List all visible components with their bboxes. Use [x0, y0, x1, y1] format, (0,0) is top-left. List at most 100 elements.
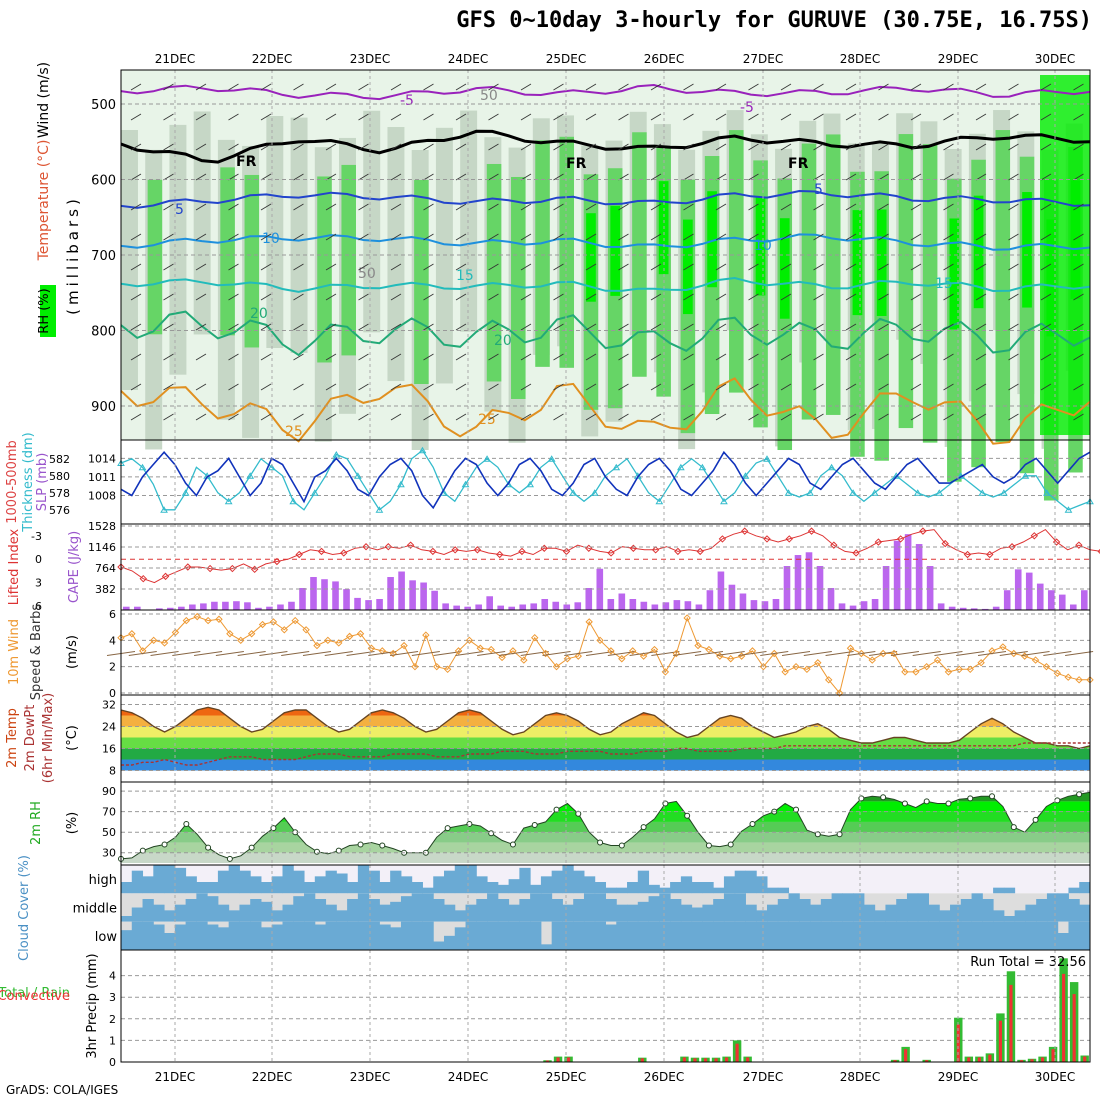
wind-speed-point [237, 636, 245, 645]
wind-barb [358, 413, 369, 421]
cloud-cell [314, 876, 327, 894]
wind-speed-point [672, 649, 680, 658]
cape-bar [783, 566, 791, 610]
wind-barb [260, 83, 272, 91]
wind-barb [825, 651, 854, 656]
side-label-temp: Temperature (°C) [36, 140, 52, 262]
cloud-cell [347, 882, 359, 894]
cloud-cell [142, 899, 154, 922]
thickness-point [655, 497, 664, 505]
wind-barb [553, 383, 564, 391]
wind-barb [716, 651, 745, 656]
cloud-cell [121, 930, 133, 950]
rh-band-dark [610, 205, 621, 296]
cloud-cell [896, 899, 908, 922]
wind-barb [477, 651, 506, 656]
axis-label-li: Lifted Index [7, 528, 22, 605]
cloud-cell [422, 921, 434, 950]
cloud-cell [368, 870, 380, 894]
wind-speed-point [585, 618, 593, 626]
cape-bar [552, 601, 560, 610]
wind-barb [163, 293, 174, 301]
cloud-cell [497, 884, 510, 894]
cloud-cell [239, 870, 251, 894]
wind-barb [325, 113, 337, 121]
wind-barb [650, 323, 662, 331]
cloud-cell [357, 921, 370, 950]
wind-barb [260, 413, 272, 421]
rh-legend-swatch [40, 285, 56, 337]
wind-barb [488, 143, 499, 151]
cloud-cell [842, 893, 854, 922]
cloud-cell [508, 879, 520, 894]
cloud-cell [562, 921, 574, 950]
cape-bar [915, 544, 923, 610]
y-tick-label: 800 [91, 325, 116, 340]
cloud-cell [174, 924, 187, 950]
wind-barb [228, 113, 239, 121]
wind-barb [975, 323, 987, 331]
y-tick-label: 600 [91, 173, 116, 188]
contour-label: FR [566, 156, 587, 172]
thickness-point [310, 489, 319, 496]
thickness-point [483, 455, 491, 462]
slp-line [120, 450, 1091, 510]
cape-bar [926, 566, 934, 610]
wind-barb [455, 353, 467, 361]
cloud-cell [928, 921, 940, 950]
wind-barb [130, 413, 142, 421]
wind-barb [618, 413, 629, 421]
wind-barb [488, 263, 499, 271]
wind-barb [423, 413, 434, 421]
y-tick-label: 70 [102, 806, 116, 819]
cloud-cell [465, 904, 477, 922]
contour-label: FR [236, 154, 257, 170]
cloud-cell [1014, 910, 1026, 922]
wind-speed-point [465, 636, 474, 645]
wind-speed-point [846, 644, 855, 652]
rh-band-light [290, 117, 308, 353]
wind-barb [683, 113, 694, 121]
cloud-cell [637, 901, 650, 922]
wind-barb [845, 383, 857, 391]
y-tick-label: 1 [109, 1034, 116, 1047]
cloud-cell [594, 893, 606, 922]
cloud-cell [476, 921, 488, 950]
thickness-point [849, 489, 858, 496]
cloud-cell [325, 904, 337, 922]
cloud-cell [906, 893, 919, 922]
cloud-cell [357, 865, 370, 894]
wind-barb [910, 293, 922, 301]
wind-speed-point [977, 659, 985, 667]
wind-speed-point [727, 655, 735, 663]
cloud-cell [810, 904, 822, 922]
wind-barb [845, 353, 857, 361]
rh2m-point [531, 822, 538, 829]
wind-barb [423, 383, 434, 391]
cloud-cell [659, 893, 671, 922]
wind-barb [813, 263, 824, 271]
wind-barb [130, 233, 142, 241]
cape-bar [904, 534, 912, 610]
cloud-cell [293, 870, 305, 894]
rh-band-mid [244, 174, 260, 348]
li-point [696, 547, 704, 556]
cloud-cell [379, 904, 391, 922]
wind-speed-point [1042, 662, 1051, 671]
y-tick-label-cape: 1528 [88, 520, 116, 533]
x-tick-label-top: 27DEC [743, 52, 783, 66]
cloud-cell [228, 865, 240, 894]
wind-barb [748, 83, 759, 91]
contour-label: 10 [262, 231, 280, 247]
rh2m-point [967, 795, 974, 802]
wind-barb [683, 203, 694, 211]
wind-speed-point [683, 614, 691, 622]
cape-bar [453, 605, 460, 610]
wind-barb [455, 83, 467, 91]
cloud-cell [164, 865, 176, 894]
wind-barb [943, 143, 954, 151]
wind-barb [650, 233, 662, 241]
x-tick-label-top: 21DEC [155, 52, 195, 66]
thickness-point [935, 489, 944, 496]
li-point [874, 538, 883, 546]
